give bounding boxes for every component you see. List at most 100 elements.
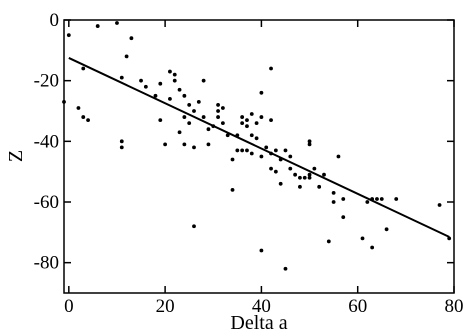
data-point xyxy=(245,118,249,122)
data-point xyxy=(153,93,158,98)
data-point xyxy=(143,84,148,89)
data-point xyxy=(302,175,307,180)
data-point xyxy=(331,191,336,195)
data-point xyxy=(240,115,245,119)
data-point xyxy=(259,248,264,253)
data-point xyxy=(370,245,375,250)
data-point xyxy=(129,36,134,41)
data-point xyxy=(259,115,264,119)
x-tick-label: 20 xyxy=(156,296,175,317)
data-point xyxy=(269,118,273,122)
data-points xyxy=(62,21,452,271)
data-point xyxy=(81,115,86,119)
data-point xyxy=(119,145,124,150)
data-point xyxy=(249,112,254,116)
data-point xyxy=(158,118,163,122)
data-point xyxy=(264,145,269,150)
data-point xyxy=(201,115,206,119)
data-point xyxy=(206,127,211,132)
data-point xyxy=(307,175,312,180)
data-point xyxy=(225,133,230,138)
data-point xyxy=(115,21,119,25)
data-point xyxy=(187,121,192,126)
data-point xyxy=(119,75,124,80)
data-point xyxy=(384,227,389,232)
data-point xyxy=(66,33,71,38)
data-point xyxy=(139,78,143,83)
data-point xyxy=(172,78,177,83)
data-point xyxy=(168,96,172,101)
data-point xyxy=(192,224,196,229)
data-point xyxy=(235,133,240,138)
tick-labels: 0 20 40 60 80 0 -20 -40 -60 -80 xyxy=(34,10,463,317)
data-point xyxy=(288,154,293,159)
data-point xyxy=(273,148,278,153)
x-tick-label: 80 xyxy=(445,296,463,317)
data-point xyxy=(341,215,346,220)
data-point xyxy=(394,197,399,201)
data-point xyxy=(322,172,326,177)
data-point xyxy=(220,121,225,126)
data-point xyxy=(307,172,312,177)
data-point xyxy=(216,109,220,113)
data-point xyxy=(288,166,293,171)
data-point xyxy=(182,93,187,98)
data-point xyxy=(437,203,442,207)
data-point xyxy=(168,69,172,74)
data-point xyxy=(293,172,298,177)
data-point xyxy=(307,142,312,147)
data-point xyxy=(245,148,249,153)
data-point xyxy=(172,72,177,77)
data-point xyxy=(235,148,240,153)
data-point xyxy=(336,154,341,159)
data-point xyxy=(192,109,196,113)
data-point xyxy=(230,157,235,162)
data-point xyxy=(86,118,90,122)
data-point xyxy=(196,100,201,104)
y-tick-label: -20 xyxy=(34,71,59,92)
data-point xyxy=(95,24,100,28)
data-point xyxy=(283,148,288,153)
data-point xyxy=(298,175,302,180)
y-tick-label: -40 xyxy=(34,131,59,152)
x-axis-label: Delta a xyxy=(230,312,287,331)
data-point xyxy=(259,90,264,95)
axis-ticks xyxy=(64,19,455,293)
data-point xyxy=(375,197,379,201)
data-point xyxy=(220,106,225,110)
data-point xyxy=(177,130,182,135)
data-point xyxy=(326,239,331,244)
data-point xyxy=(370,197,375,201)
data-point xyxy=(182,115,187,119)
data-point xyxy=(298,184,302,189)
y-tick-label: 0 xyxy=(50,10,60,31)
data-point xyxy=(119,139,124,144)
data-point xyxy=(76,106,81,110)
plot-frame xyxy=(63,19,455,294)
x-tick-label: 60 xyxy=(348,296,367,317)
data-point xyxy=(307,139,312,144)
data-point xyxy=(360,236,365,241)
data-point xyxy=(269,166,273,171)
data-point xyxy=(192,145,196,150)
data-point xyxy=(269,151,273,156)
data-point xyxy=(201,78,206,83)
data-point xyxy=(163,142,168,147)
data-point xyxy=(81,66,86,71)
data-point xyxy=(230,187,235,192)
data-point xyxy=(187,103,192,107)
y-tick-label: -80 xyxy=(34,253,59,274)
fit-line xyxy=(68,57,450,238)
data-point xyxy=(254,136,259,141)
x-tick-label: 0 xyxy=(64,296,74,317)
data-point xyxy=(447,236,452,241)
data-point xyxy=(341,197,346,201)
data-point xyxy=(240,121,245,126)
data-point xyxy=(249,133,254,138)
data-point xyxy=(317,184,322,189)
data-point xyxy=(269,66,273,71)
data-point xyxy=(158,81,163,86)
y-axis-label: Z xyxy=(5,150,27,162)
data-point xyxy=(365,200,370,204)
